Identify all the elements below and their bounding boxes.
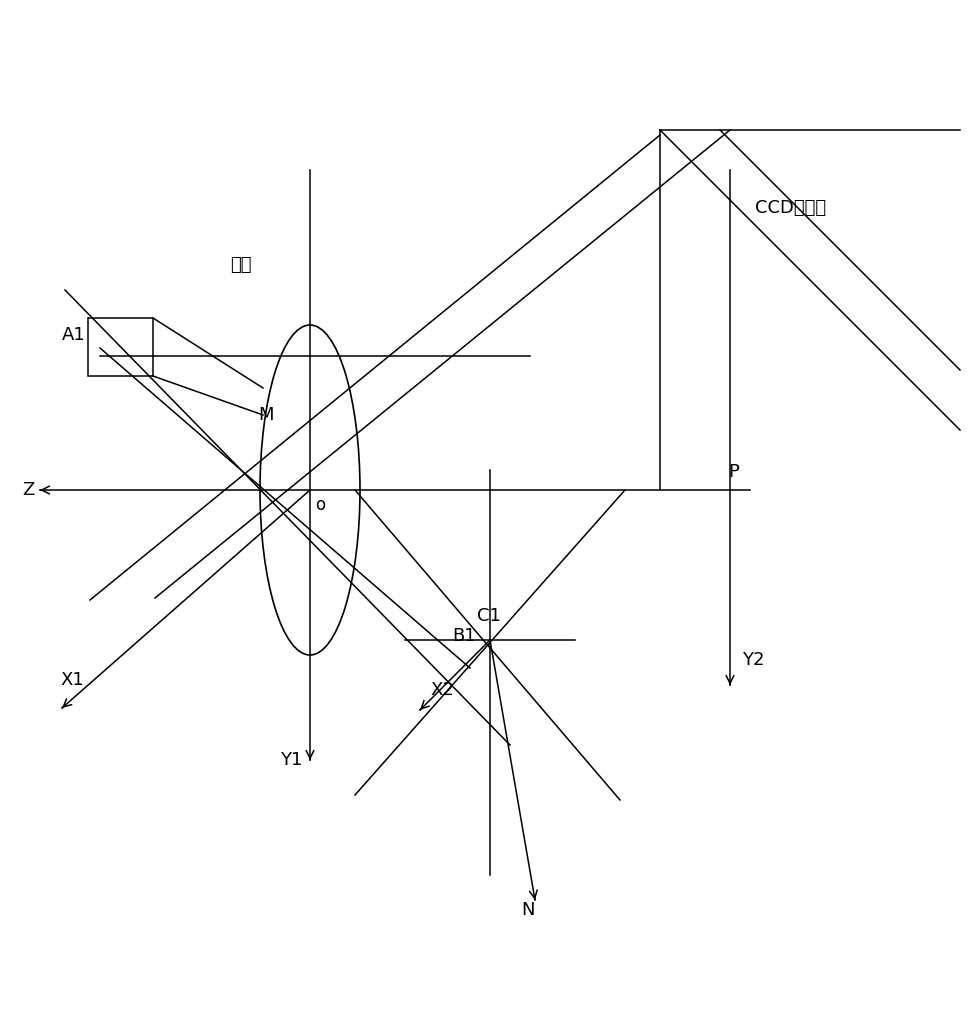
Text: X2: X2 bbox=[430, 681, 454, 699]
Text: N: N bbox=[521, 901, 535, 919]
Text: Y1: Y1 bbox=[280, 751, 302, 769]
Text: CCD相机面: CCD相机面 bbox=[755, 199, 826, 217]
Text: o: o bbox=[315, 496, 325, 514]
Text: M: M bbox=[258, 406, 273, 424]
Bar bbox=[88, 318, 153, 376]
Text: C1: C1 bbox=[477, 607, 501, 625]
Text: 镜头: 镜头 bbox=[230, 256, 252, 274]
Text: P: P bbox=[728, 463, 739, 481]
Text: Y2: Y2 bbox=[742, 651, 765, 669]
Text: A1: A1 bbox=[62, 326, 86, 344]
Text: X1: X1 bbox=[60, 671, 84, 689]
Text: Z: Z bbox=[22, 481, 34, 499]
Text: B1: B1 bbox=[452, 628, 475, 645]
